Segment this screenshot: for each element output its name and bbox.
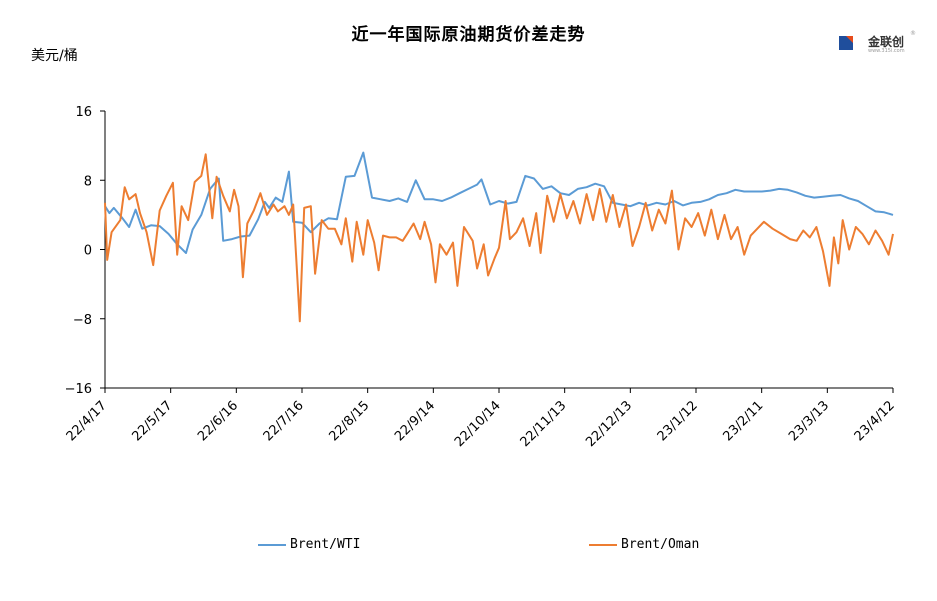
logo-text: 金联创: [868, 35, 905, 49]
logo-registered-mark: ®: [910, 30, 916, 37]
legend-item-brent-wti: Brent/WTI: [258, 537, 360, 552]
chart-title: 近一年国际原油期货价差走势: [351, 25, 586, 45]
y-axis-unit: 美元/桶: [31, 48, 78, 64]
legend-label-brent-oman: Brent/Oman: [621, 537, 700, 552]
y-tick-label: 16: [75, 105, 92, 120]
logo-mark-orange: [846, 36, 853, 43]
x-tick-label: 23/1/12: [655, 398, 701, 444]
x-tick-label: 22/12/13: [583, 398, 635, 450]
legend-swatch-brent-oman: [589, 543, 617, 546]
series-line-brent-oman: [104, 153, 894, 323]
x-tick-label: 22/7/16: [261, 398, 307, 444]
x-tick-label: 22/5/17: [129, 398, 175, 444]
y-tick-label: 0: [84, 244, 92, 259]
x-tick-label: 22/8/15: [326, 398, 372, 444]
chart-series: [104, 151, 894, 323]
x-tick-label: 23/4/12: [852, 398, 898, 444]
x-tick-label: 22/10/14: [452, 398, 504, 450]
y-tick-label: −16: [65, 382, 92, 397]
logo-subtext: www.315i.com: [868, 48, 905, 54]
legend-item-brent-oman: Brent/Oman: [589, 537, 699, 552]
legend-swatch-brent-wti: [258, 543, 286, 546]
x-tick-label: 22/4/17: [64, 398, 110, 444]
series-line-brent-wti: [104, 151, 894, 254]
x-tick-label: 22/6/16: [195, 398, 241, 444]
y-tick-label: 8: [84, 174, 92, 189]
legend-label-brent-wti: Brent/WTI: [290, 537, 361, 552]
x-tick-label: 22/9/14: [392, 398, 438, 444]
jinlianchuang-logo: [839, 36, 853, 50]
x-tick-label: 23/2/11: [720, 398, 766, 444]
x-tick-label: 22/11/13: [518, 398, 570, 450]
x-tick-label: 23/3/13: [786, 398, 832, 444]
y-tick-label: −8: [73, 313, 92, 328]
